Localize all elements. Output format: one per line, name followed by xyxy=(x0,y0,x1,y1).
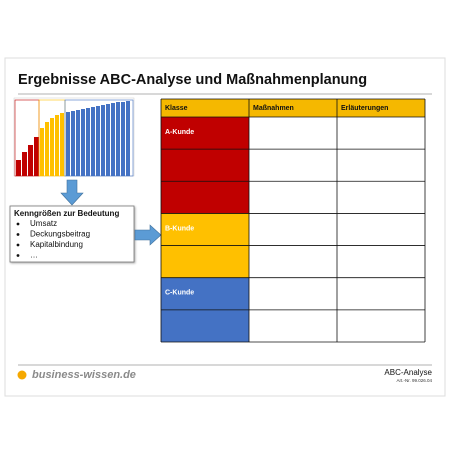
thumb-bar xyxy=(50,118,54,176)
class-cell xyxy=(161,309,249,342)
thumb-bar xyxy=(45,122,49,176)
box-item: … xyxy=(30,251,38,260)
arrow-down xyxy=(60,179,84,206)
info-box xyxy=(9,205,135,263)
class-cell xyxy=(161,213,249,246)
column-header: Klasse xyxy=(165,105,188,112)
bullet xyxy=(16,233,20,236)
thumb-bar xyxy=(55,115,59,176)
column-header: Erläuterungen xyxy=(341,105,388,112)
header-row xyxy=(161,99,425,117)
box-title: Kenngrößen zur Bedeutung xyxy=(14,209,119,218)
thumb-blue-bars xyxy=(66,101,130,176)
thumb-bar xyxy=(34,137,39,176)
thumb-bar xyxy=(16,160,21,176)
article-number: Art.-Nr. 99.026.04 xyxy=(396,378,432,383)
brand-dot xyxy=(17,370,27,380)
thumb-bar xyxy=(28,145,33,176)
box-item: Kapitalbindung xyxy=(30,240,83,249)
class-label: B-Kunde xyxy=(165,225,194,232)
class-cell xyxy=(161,149,249,182)
class-cell xyxy=(161,277,249,310)
box-item: Umsatz xyxy=(30,219,57,228)
chart-thumbnail xyxy=(13,97,135,177)
class-cell xyxy=(161,245,249,278)
class-label: A-Kunde xyxy=(165,129,194,136)
thumb-bar xyxy=(22,152,27,176)
bullet xyxy=(16,243,20,247)
thumb-bar xyxy=(40,128,44,176)
bullet xyxy=(16,254,20,257)
product: ABC-Analyse xyxy=(384,368,432,377)
thumb-bar xyxy=(60,113,64,176)
brand: business-wissen.de xyxy=(32,369,136,381)
class-label: C-Kunde xyxy=(165,290,194,297)
arrow-right xyxy=(134,224,162,246)
class-cell xyxy=(161,181,249,214)
column-header: Maßnahmen xyxy=(253,105,294,112)
box-item: Deckungsbeitrag xyxy=(30,230,90,239)
bullet xyxy=(16,222,20,226)
class-cell xyxy=(161,117,249,150)
title: Ergebnisse ABC-Analyse und Maßnahmenplan… xyxy=(18,72,367,88)
